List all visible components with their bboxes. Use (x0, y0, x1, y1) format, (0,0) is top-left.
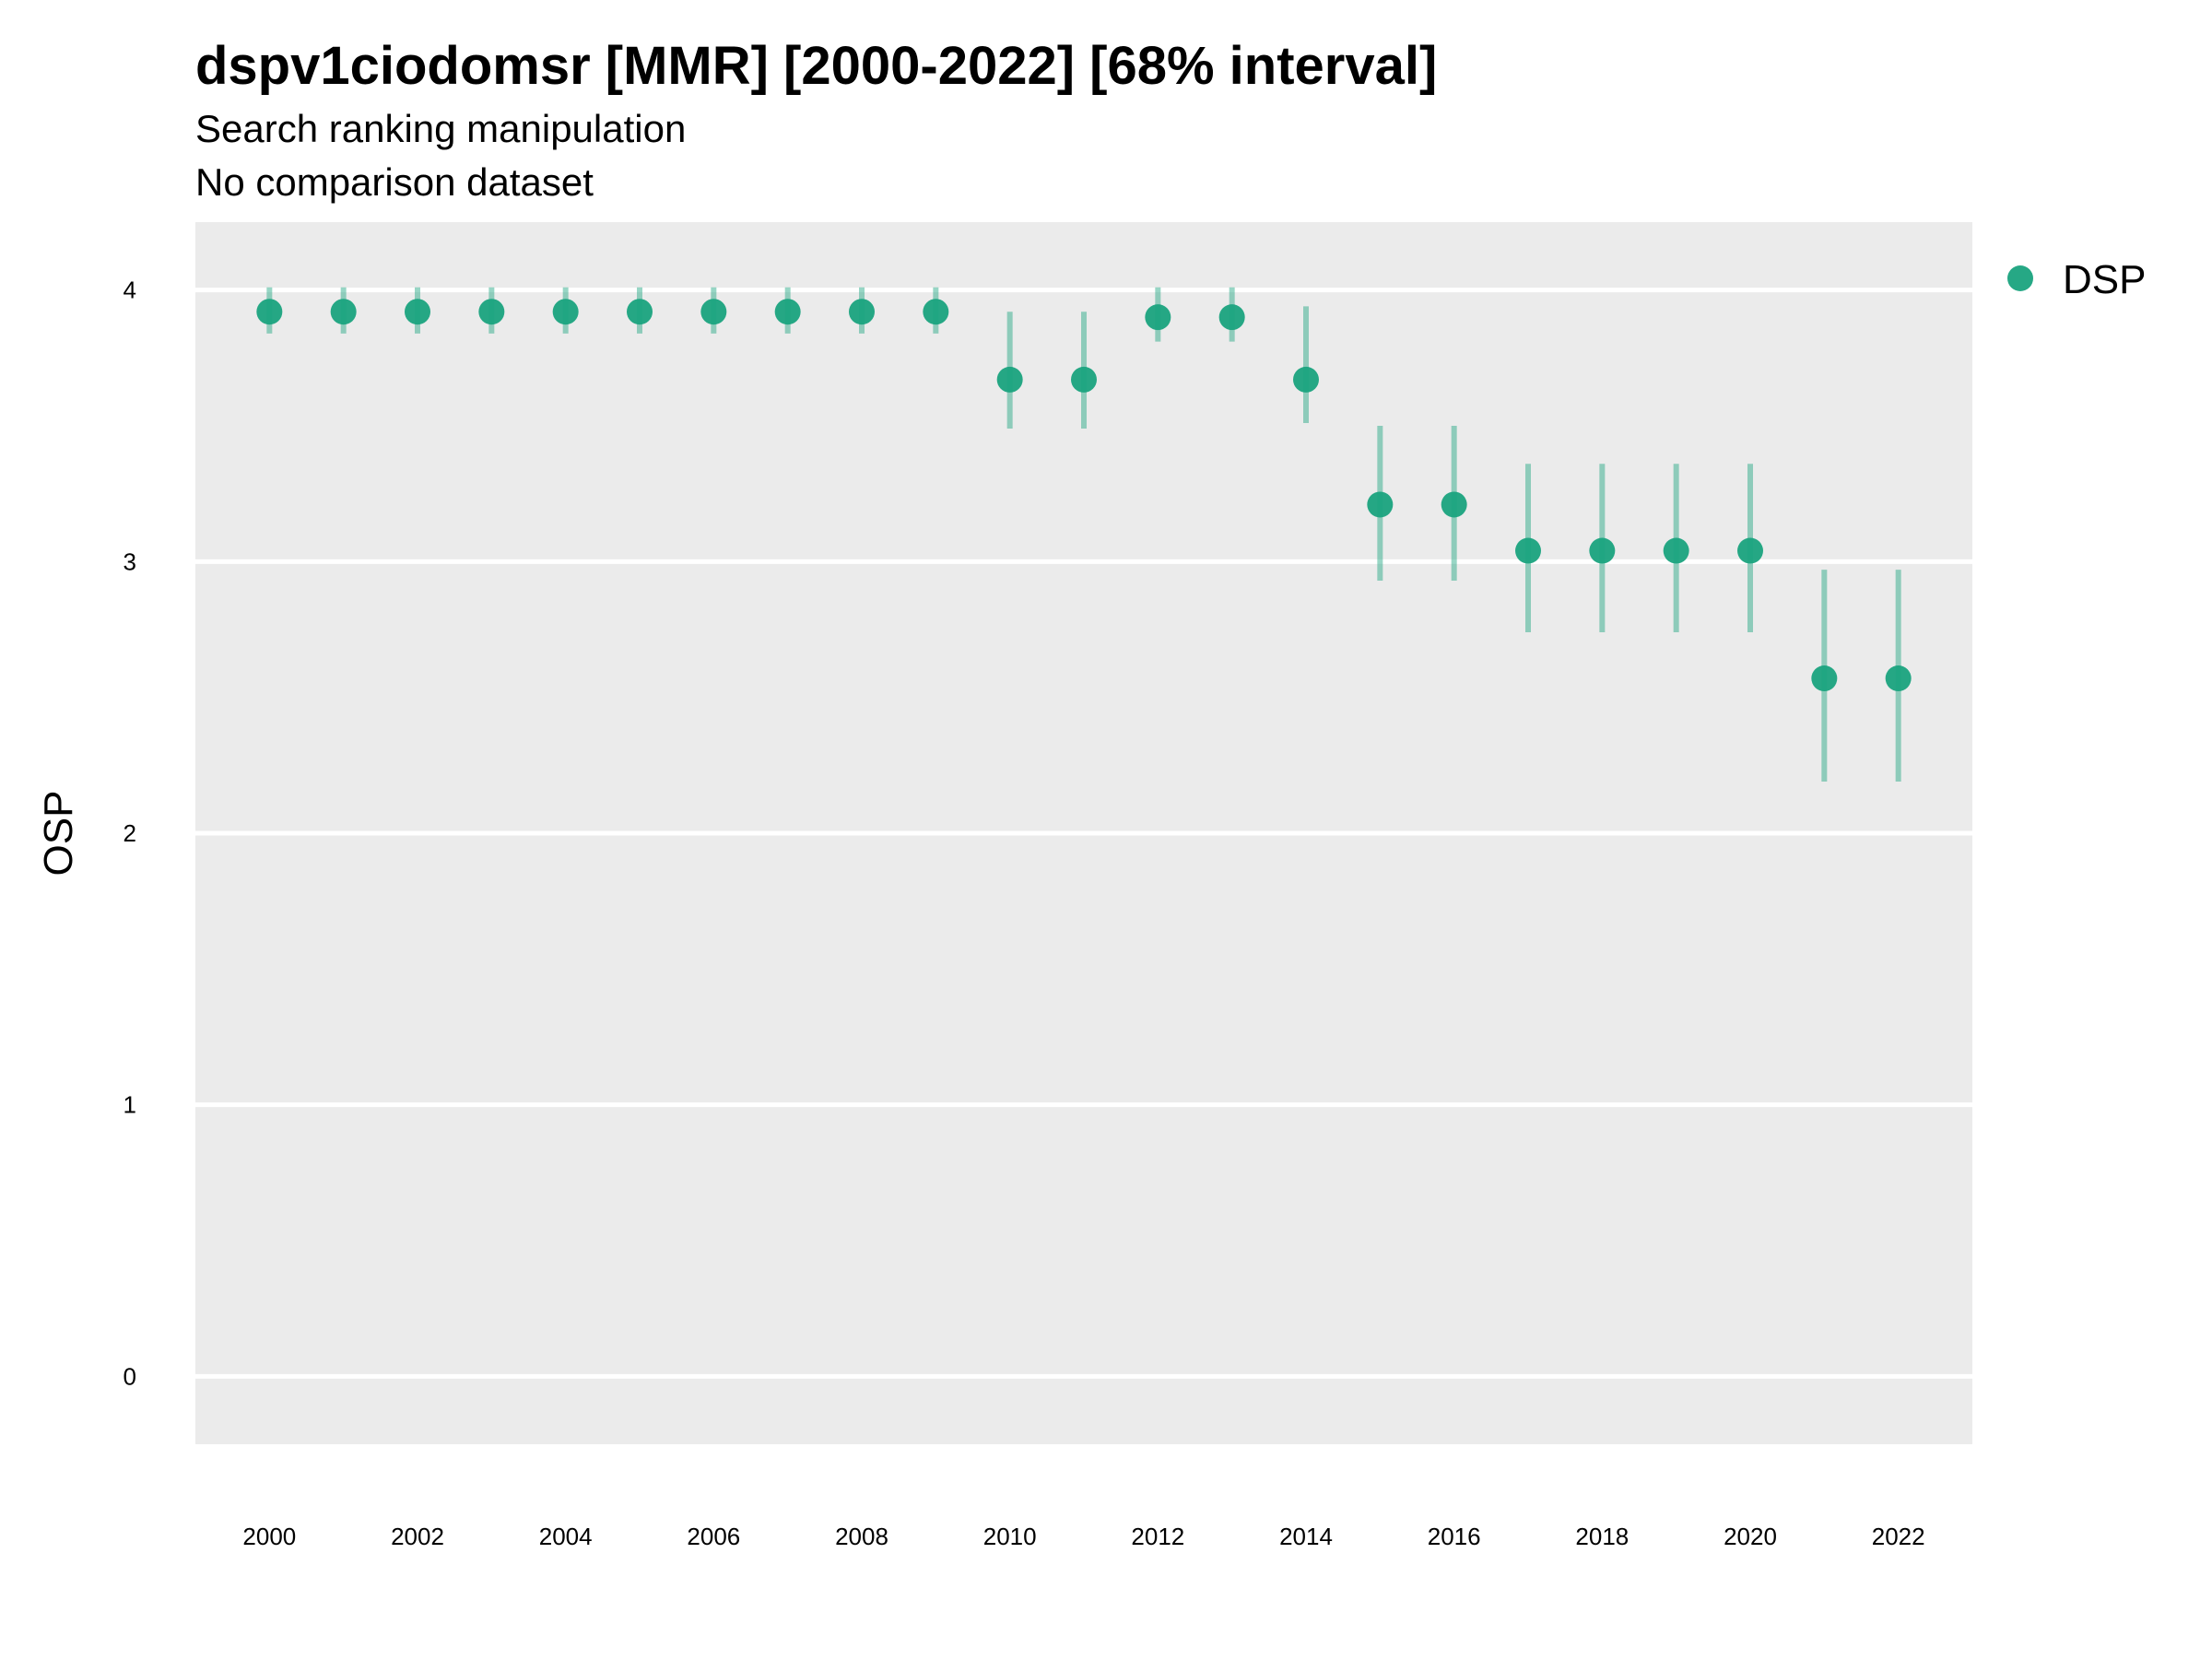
chart-subtitle-1: Search ranking manipulation (195, 107, 687, 150)
data-point-2021 (1811, 665, 1838, 692)
data-point-2017 (1515, 537, 1541, 564)
data-point-2022 (1885, 665, 1912, 692)
data-point-2020 (1737, 537, 1763, 564)
x-tick-label-2018: 2018 (1575, 1523, 1629, 1550)
y-tick-label-2: 2 (124, 819, 136, 847)
data-point-2014 (1293, 366, 1319, 393)
x-tick-label-2008: 2008 (835, 1523, 888, 1550)
y-axis-title: OSP (36, 791, 81, 877)
data-point-2011 (1071, 366, 1097, 393)
y-tick-label-3: 3 (124, 547, 136, 575)
legend-marker-dsp (2007, 265, 2033, 291)
data-point-2018 (1589, 537, 1616, 564)
y-tick-label-1: 1 (124, 1091, 136, 1119)
data-point-2006 (700, 299, 727, 325)
x-tick-label-2006: 2006 (687, 1523, 740, 1550)
data-point-2002 (405, 299, 430, 325)
legend-label-dsp: DSP (2063, 257, 2146, 302)
data-point-2009 (923, 299, 949, 325)
data-point-2000 (256, 299, 283, 325)
data-point-2012 (1145, 304, 1171, 331)
data-point-2019 (1663, 537, 1689, 564)
data-point-2016 (1441, 491, 1467, 518)
x-tick-label-2002: 2002 (391, 1523, 444, 1550)
data-point-2003 (478, 299, 505, 325)
x-tick-label-2020: 2020 (1724, 1523, 1777, 1550)
data-point-2007 (774, 299, 801, 325)
data-point-2005 (627, 299, 653, 325)
data-point-2001 (330, 299, 357, 325)
y-tick-label-4: 4 (124, 276, 136, 304)
x-tick-label-2014: 2014 (1279, 1523, 1333, 1550)
data-point-2008 (849, 299, 875, 325)
x-tick-label-2012: 2012 (1131, 1523, 1184, 1550)
x-tick-label-2016: 2016 (1428, 1523, 1481, 1550)
x-axis-ticks: 2000 2002 2004 2006 2008 2010 2012 2014 2016 2018… (242, 1523, 1924, 1550)
data-points (256, 299, 1912, 692)
data-point-2004 (552, 299, 579, 325)
x-tick-label-2022: 2022 (1872, 1523, 1925, 1550)
chart-title: dspv1ciodomsr [MMR] [2000-2022] [68% int… (195, 36, 1438, 96)
data-point-2015 (1367, 491, 1394, 518)
legend: DSP (2007, 257, 2146, 302)
x-tick-label-2000: 2000 (242, 1523, 296, 1550)
x-tick-label-2010: 2010 (983, 1523, 1037, 1550)
data-point-2010 (996, 366, 1023, 393)
y-tick-label-0: 0 (124, 1362, 136, 1390)
chart-subtitle-2: No comparison dataset (195, 160, 594, 204)
y-axis-ticks: 0 1 2 3 4 (124, 276, 136, 1391)
x-tick-label-2004: 2004 (539, 1523, 593, 1550)
gridlines (195, 288, 1972, 1379)
data-point-2013 (1218, 304, 1245, 331)
